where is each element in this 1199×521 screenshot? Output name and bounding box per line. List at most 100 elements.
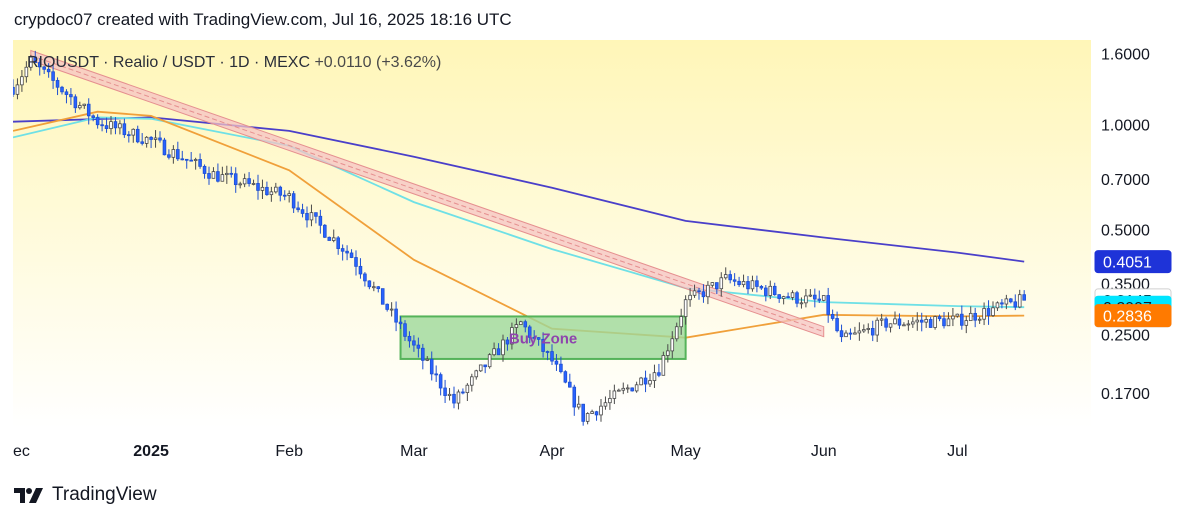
candle [176, 141, 180, 161]
candle [104, 117, 109, 133]
candle-body [367, 280, 372, 288]
candle-body [933, 316, 937, 328]
candle-body [242, 178, 247, 185]
candle [737, 276, 741, 287]
candle-body [844, 332, 848, 338]
candle [692, 284, 697, 298]
candle-body [251, 183, 256, 185]
candle-body [657, 372, 661, 376]
candle [911, 317, 915, 328]
candle-body [617, 389, 621, 392]
candle [376, 286, 381, 293]
candle-body [719, 277, 724, 290]
candle [666, 344, 670, 363]
candle-body [340, 248, 345, 252]
candle [1013, 294, 1018, 311]
candle-body [1017, 294, 1022, 308]
candle [795, 290, 799, 308]
candle-body [612, 390, 617, 399]
candle [563, 370, 568, 384]
candle-body [309, 212, 314, 221]
candle-body [180, 158, 185, 161]
candle [483, 364, 487, 374]
candle [438, 372, 443, 396]
candle-body [389, 308, 394, 311]
candle [242, 173, 247, 188]
candle [443, 379, 447, 404]
candle-body [986, 308, 991, 316]
candle-body [746, 281, 750, 290]
candle-body [118, 123, 122, 129]
candle [759, 284, 764, 290]
candle [710, 282, 715, 288]
candle [919, 312, 924, 332]
candle [652, 364, 657, 388]
candle [260, 179, 265, 199]
candle [380, 288, 385, 305]
candle-body [514, 324, 519, 328]
candle-body [683, 299, 688, 317]
candle-body [991, 307, 995, 316]
candle [884, 316, 888, 332]
y-tick-label: 1.0000 [1101, 118, 1150, 135]
candle [452, 386, 456, 409]
candle-body [853, 332, 857, 335]
candle-body [817, 298, 822, 301]
candle [233, 167, 238, 193]
candle [510, 322, 514, 350]
price-label-box [1094, 304, 1172, 328]
candle-body [955, 313, 960, 317]
candle-body [153, 137, 158, 140]
candle [265, 181, 269, 196]
candle-body [78, 105, 82, 109]
candle-body [973, 312, 977, 321]
candle [576, 395, 581, 410]
candle [144, 136, 149, 148]
candle [968, 306, 973, 322]
candle [581, 403, 585, 426]
axis-background [1091, 40, 1185, 428]
candle-body [648, 380, 652, 385]
candle-body [527, 326, 532, 338]
candle [942, 311, 946, 329]
candle [777, 294, 781, 303]
candle [772, 282, 777, 296]
candle-body [300, 209, 305, 214]
chart-frame[interactable]: Buy Zone 1.6000 1.0000 0.7000 0.5000 0.3500 0… [13, 40, 1185, 468]
candle [305, 206, 309, 228]
candle [902, 322, 906, 327]
candle [750, 275, 755, 292]
candle-body [679, 316, 683, 328]
candle [634, 381, 639, 393]
candle-body [104, 125, 109, 129]
candle [403, 320, 407, 341]
candle [821, 295, 826, 302]
candle [723, 267, 728, 280]
candle-body [585, 413, 590, 422]
candle [554, 354, 559, 371]
candle-body [429, 358, 434, 375]
candle-body [456, 391, 461, 404]
candle [372, 281, 376, 292]
candle-body [73, 96, 78, 109]
candle-body [510, 327, 514, 345]
candle-body [643, 377, 648, 385]
candle-body [977, 318, 982, 321]
candle-body [380, 288, 385, 305]
candle-body [951, 315, 955, 320]
candle [225, 165, 229, 184]
price-chart[interactable]: Buy Zone 1.60001.00000.70000.50000.35000… [13, 40, 1185, 468]
candle-body [674, 326, 679, 340]
candle-body [599, 405, 603, 416]
candle [857, 322, 862, 341]
candle-body [750, 280, 755, 290]
candle [86, 98, 91, 125]
candle-body [496, 348, 501, 356]
candle [13, 79, 15, 97]
footer-brand: TradingView [52, 484, 157, 505]
candle [367, 280, 372, 290]
candle [568, 373, 572, 388]
candle [897, 313, 902, 330]
candle [643, 370, 648, 393]
